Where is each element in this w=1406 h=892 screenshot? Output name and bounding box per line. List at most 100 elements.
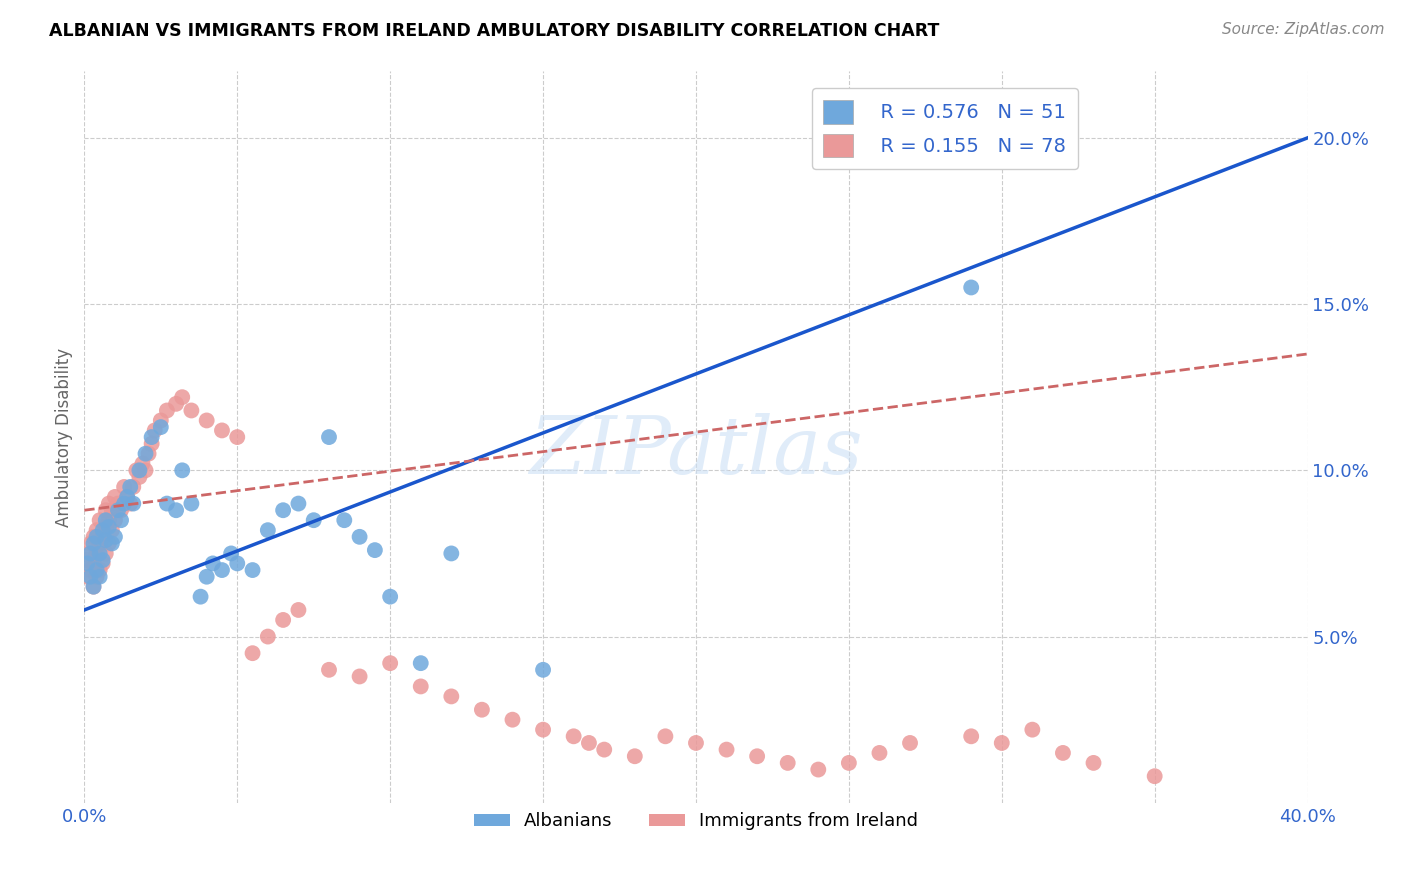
Point [531, 723, 554, 737]
Point [143, 424, 166, 438]
Point [79, 570, 101, 584]
Point [149, 420, 172, 434]
Point [120, 497, 142, 511]
Point [91, 530, 114, 544]
Point [83, 557, 105, 571]
Point [593, 742, 616, 756]
Point [135, 447, 157, 461]
Point [149, 413, 172, 427]
Point [97, 513, 120, 527]
Point [226, 557, 249, 571]
Point [131, 457, 153, 471]
Text: ZIPatlas: ZIPatlas [529, 413, 863, 491]
Point [991, 736, 1014, 750]
Point [302, 513, 325, 527]
Point [257, 630, 280, 644]
Point [1083, 756, 1105, 770]
Point [898, 736, 921, 750]
Point [172, 390, 194, 404]
Point [156, 403, 179, 417]
Point [83, 580, 105, 594]
Point [91, 553, 114, 567]
Point [83, 530, 105, 544]
Point [716, 742, 738, 756]
Point [115, 490, 138, 504]
Point [409, 656, 432, 670]
Point [83, 580, 105, 594]
Point [112, 497, 135, 511]
Point [318, 663, 340, 677]
Point [271, 503, 294, 517]
Point [89, 570, 111, 584]
Point [333, 513, 356, 527]
Point [180, 403, 202, 417]
Point [101, 523, 124, 537]
Point [115, 490, 138, 504]
Point [211, 424, 233, 438]
Point [97, 520, 120, 534]
Point [94, 546, 117, 560]
Point [156, 497, 179, 511]
Point [94, 513, 117, 527]
Point [531, 663, 554, 677]
Point [869, 746, 891, 760]
Point [94, 533, 117, 548]
Point [624, 749, 647, 764]
Point [86, 530, 108, 544]
Point [76, 570, 98, 584]
Point [219, 546, 242, 560]
Point [104, 530, 127, 544]
Point [502, 713, 524, 727]
Point [110, 503, 132, 517]
Point [101, 536, 124, 550]
Point [128, 463, 150, 477]
Point [107, 497, 129, 511]
Point [107, 503, 129, 517]
Point [141, 430, 163, 444]
Point [747, 749, 769, 764]
Point [104, 490, 127, 504]
Point [86, 523, 108, 537]
Point [195, 570, 218, 584]
Point [76, 557, 98, 571]
Point [89, 513, 111, 527]
Point [960, 280, 983, 294]
Point [190, 590, 212, 604]
Point [776, 756, 799, 770]
Point [409, 680, 432, 694]
Point [138, 447, 160, 461]
Point [1052, 746, 1074, 760]
Point [94, 520, 117, 534]
Point [79, 546, 101, 560]
Point [318, 430, 340, 444]
Point [960, 729, 983, 743]
Point [654, 729, 676, 743]
Point [1021, 723, 1043, 737]
Point [242, 646, 264, 660]
Point [122, 497, 145, 511]
Point [112, 480, 135, 494]
Legend: Albanians, Immigrants from Ireland: Albanians, Immigrants from Ireland [467, 805, 925, 838]
Point [201, 557, 224, 571]
Point [195, 413, 218, 427]
Point [79, 536, 101, 550]
Point [257, 523, 280, 537]
Point [578, 736, 600, 750]
Point [172, 463, 194, 477]
Point [79, 546, 101, 560]
Point [471, 703, 494, 717]
Point [141, 436, 163, 450]
Point [122, 480, 145, 494]
Point [97, 497, 120, 511]
Point [128, 470, 150, 484]
Point [380, 590, 402, 604]
Point [97, 536, 120, 550]
Point [83, 536, 105, 550]
Point [76, 553, 98, 567]
Point [287, 603, 309, 617]
Point [364, 543, 387, 558]
Point [271, 613, 294, 627]
Point [242, 563, 264, 577]
Point [440, 690, 463, 704]
Point [86, 563, 108, 577]
